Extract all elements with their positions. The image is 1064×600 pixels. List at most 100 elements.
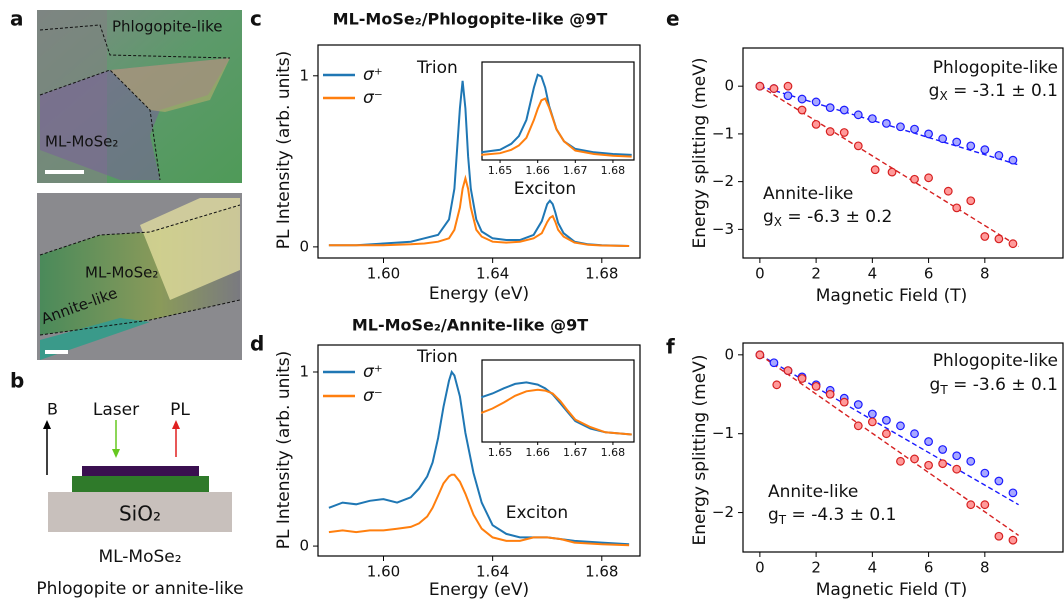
y-axis-label: PL Intensity (arb. units) (274, 351, 294, 550)
data-point (867, 417, 877, 427)
x-tick-label: 8 (980, 265, 990, 283)
data-point (839, 397, 849, 407)
data-point (980, 232, 990, 241)
data-point (811, 381, 821, 391)
data-point (853, 141, 863, 151)
annotation-subscript: T (939, 383, 948, 397)
data-point (952, 137, 962, 147)
plot-frame (742, 47, 1064, 259)
y-tick-label: 1 (299, 362, 309, 380)
x-axis-label: Energy (eV) (429, 580, 529, 600)
data-point (783, 366, 793, 376)
x-tick-label: 4 (868, 265, 878, 283)
y-tick-label: 0 (724, 345, 734, 363)
data-point (769, 84, 779, 93)
data-point (910, 454, 919, 464)
chart-title: ML-MoSe₂/Phlogopite-like @9T (333, 10, 608, 29)
annotation-text: = -4.3 ± 0.1 (786, 505, 896, 525)
data-point (924, 129, 933, 139)
flake-label: ML-MoSe₂ (98, 547, 181, 567)
x-tick-label: 1.68 (585, 265, 618, 283)
data-point (1008, 535, 1018, 545)
data-point (910, 124, 919, 134)
data-point (811, 119, 821, 129)
data-point (924, 173, 933, 183)
annotation-subscript: X (774, 215, 782, 229)
data-point (825, 389, 835, 399)
annotation-subscript: X (939, 89, 947, 103)
schematic: B Laser PL SiO₂ ML-MoSe₂ Phlogopite or a… (36, 400, 243, 600)
data-point (966, 196, 976, 206)
layer-label: Phlogopite or annite-like (36, 579, 243, 599)
annotation: Exciton (514, 179, 576, 199)
panel-label: a (10, 7, 24, 31)
spectrum-line (328, 80, 630, 247)
x-tick-label: 1.64 (476, 563, 509, 581)
annotation: Phlogopite-like (933, 351, 1058, 371)
inset-line (481, 73, 632, 156)
data-point (867, 409, 877, 419)
y-axis-label: Energy splitting (meV) (690, 355, 710, 546)
legend-label: σ⁻ (363, 386, 383, 406)
data-point (772, 380, 782, 390)
annotation: gX = -6.3 ± 0.2 (763, 207, 892, 229)
annotation-text: = -3.6 ± 0.1 (948, 375, 1058, 395)
field-label: B (47, 400, 58, 419)
inset-bg (482, 62, 634, 160)
annotation-text: g (763, 207, 774, 227)
data-point (1008, 488, 1018, 498)
data-point (797, 94, 807, 104)
data-point (966, 141, 976, 151)
plot-frame (317, 344, 641, 557)
data-point (910, 174, 919, 184)
annotation-text: Exciton (506, 503, 568, 523)
annotation: gT = -4.3 ± 0.1 (768, 505, 896, 527)
inset-line (481, 97, 632, 158)
data-point (797, 374, 807, 383)
x-tick-label: 1.64 (476, 265, 509, 283)
data-point (938, 134, 948, 144)
annotation: gT = -3.6 ± 0.1 (930, 375, 1058, 397)
data-point (839, 105, 849, 115)
annotation: Annite-like (763, 184, 853, 204)
annotation-text: = -3.1 ± 0.1 (948, 81, 1058, 101)
annotation-text: Trion (416, 58, 458, 78)
data-point (853, 421, 863, 431)
data-point (1008, 155, 1018, 165)
image-label: ML-MoSe₂ (85, 264, 158, 282)
substrate-label: SiO₂ (119, 502, 161, 526)
annotation: Exciton (506, 503, 568, 523)
inset-frame (481, 61, 635, 161)
data-point (825, 103, 835, 113)
panel-label: d (250, 332, 264, 356)
data-point (994, 234, 1004, 244)
x-tick-label: 6 (924, 265, 934, 283)
data-point (755, 350, 765, 360)
plot-frame (317, 44, 641, 259)
image-label: Phlogopite-like (112, 18, 223, 36)
x-tick-label: 1.65 (488, 164, 513, 177)
data-point (825, 127, 835, 136)
data-point (882, 429, 891, 439)
data-point (980, 468, 990, 478)
data-point (882, 119, 891, 128)
spectrum-line (328, 174, 630, 247)
y-axis-label: PL Intensity (arb. units) (274, 51, 294, 250)
x-tick-label: 8 (980, 559, 990, 577)
y-tick-label: 0 (724, 77, 734, 95)
data-point (980, 145, 990, 155)
x-tick-label: 1.68 (601, 164, 626, 177)
y-tick-label: −3 (712, 220, 734, 238)
x-axis-label: Magnetic Field (T) (816, 580, 968, 600)
data-point (943, 186, 953, 196)
x-tick-label: 1.60 (367, 563, 400, 581)
data-point (924, 460, 933, 470)
annotation-text: g (929, 81, 940, 101)
x-tick-label: 1.67 (563, 446, 588, 459)
panel-label: c (250, 7, 262, 31)
data-point (980, 500, 990, 510)
annotation: Annite-like (768, 482, 858, 502)
y-axis-label: Energy splitting (meV) (690, 58, 710, 249)
y-tick-label: −1 (712, 424, 734, 442)
